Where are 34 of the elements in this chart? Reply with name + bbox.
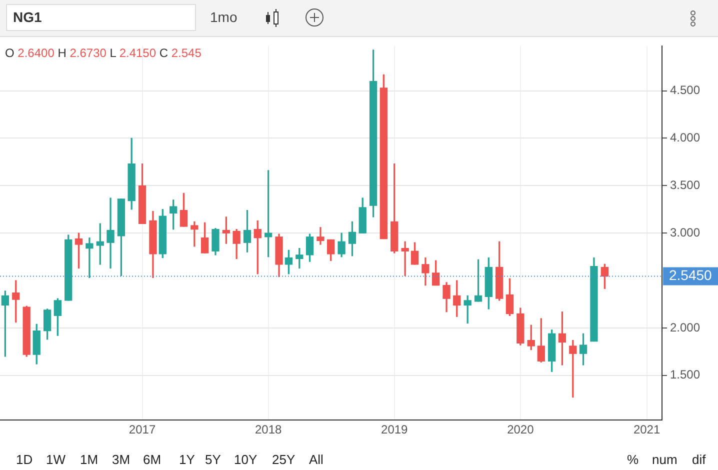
x-tick-label: 2021 bbox=[633, 422, 660, 437]
y-tick-label: 4.500 bbox=[670, 83, 700, 98]
candlestick bbox=[106, 198, 114, 269]
y-tick-label: 3.500 bbox=[670, 178, 700, 192]
candlestick bbox=[401, 241, 409, 276]
text: 3M bbox=[112, 452, 130, 467]
y-tick-label: 1.500 bbox=[670, 368, 700, 382]
x-tick-label: 2018 bbox=[254, 422, 282, 437]
text: 5Y bbox=[205, 452, 221, 467]
candlestick bbox=[316, 227, 324, 245]
x-tick-label: 2019 bbox=[381, 422, 408, 437]
text: 1D bbox=[16, 452, 33, 467]
x-tick-label: 2017 bbox=[128, 422, 156, 437]
text: num bbox=[652, 452, 678, 467]
y-tick-label: 3.000 bbox=[670, 225, 700, 240]
text: % bbox=[627, 452, 639, 467]
chart-title: NG1 bbox=[6, 4, 196, 31]
text: 1Y bbox=[179, 452, 195, 467]
text: 1mo bbox=[210, 9, 238, 25]
text: 25Y bbox=[272, 452, 296, 467]
text: 6M bbox=[143, 452, 162, 467]
candlestick bbox=[190, 221, 198, 247]
y-tick-label: 2.000 bbox=[670, 320, 700, 334]
text: All bbox=[309, 452, 324, 467]
text: 10Y bbox=[234, 452, 258, 467]
text: 1W bbox=[46, 452, 66, 467]
candlestick bbox=[464, 295, 472, 324]
candlestick bbox=[86, 238, 94, 278]
y-tick-label: 4.000 bbox=[670, 130, 700, 145]
annotation: O 2.6400 H 2.6730 L 2.4150 C 2.545 bbox=[5, 46, 202, 60]
ref-line-label: 2.5450 bbox=[669, 267, 712, 284]
x-tick-label: 2020 bbox=[507, 422, 534, 437]
text: 1M bbox=[80, 452, 98, 467]
text: dif bbox=[692, 452, 706, 467]
